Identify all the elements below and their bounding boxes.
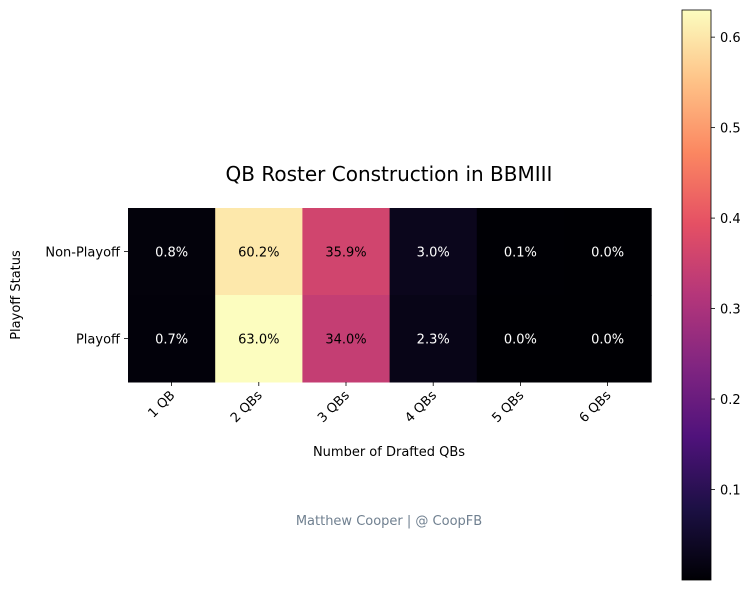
cell-value-label: 60.2% (238, 246, 279, 261)
heatmap-cell (215, 208, 303, 296)
x-tick-label: 3 QBs (315, 388, 353, 426)
x-axis-label: Number of Drafted QBs (313, 445, 465, 460)
cell-value-label: 0.7% (155, 333, 188, 348)
y-axis-ticks: Non-Playoff Playoff (45, 246, 128, 348)
x-tick-label: 1 QB (146, 388, 179, 421)
cell-value-label: 0.0% (504, 333, 537, 348)
cell-value-label: 63.0% (238, 333, 279, 348)
cell-value-label: 35.9% (325, 246, 366, 261)
heatmap-cell (302, 208, 391, 296)
cell-value-label: 34.0% (325, 333, 366, 348)
x-tick-label: 5 QBs (490, 388, 528, 426)
heatmap-cells (128, 208, 652, 383)
y-axis-label: Playoff Status (9, 250, 24, 340)
x-tick-label: 4 QBs (402, 388, 440, 426)
heatmap-cell (564, 208, 652, 296)
cell-value-label: 0.0% (591, 246, 624, 261)
heatmap-cell (215, 295, 303, 383)
colorbar-tick-label: 0.4 (720, 212, 741, 227)
y-tick-label: Playoff (76, 333, 121, 348)
heatmap-cell (476, 295, 565, 383)
y-tick-label: Non-Playoff (45, 246, 121, 261)
colorbar-ticks: 0.1 0.2 0.3 0.4 0.5 0.6 (711, 31, 741, 499)
colorbar-tick-label: 0.5 (720, 122, 741, 137)
heatmap-cell (128, 295, 216, 383)
cell-value-label: 0.0% (591, 333, 624, 348)
colorbar (681, 9, 712, 581)
credit-text: Matthew Cooper | @ CoopFB (296, 514, 482, 529)
cell-value-label: 0.1% (504, 246, 537, 261)
cell-value-label: 0.8% (155, 246, 188, 261)
cell-value-label: 2.3% (417, 333, 450, 348)
x-axis-ticks: 1 QB 2 QBs 3 QBs 4 QBs 5 QBs 6 QBs (146, 382, 615, 426)
cell-value-label: 3.0% (417, 246, 450, 261)
heatmap-cell-labels: 0.8% 60.2% 35.9% 3.0% 0.1% 0.0% 0.7% 63.0% 34.0%… (155, 246, 624, 348)
heatmap-cell (564, 295, 652, 383)
heatmap-cell (389, 208, 478, 296)
heatmap-cell (302, 295, 391, 383)
heatmap-cell (389, 295, 478, 383)
x-tick-label: 2 QBs (228, 388, 266, 426)
chart-title: QB Roster Construction in BBMIII (226, 162, 553, 186)
heatmap-cell (476, 208, 565, 296)
colorbar-tick-label: 0.3 (720, 303, 741, 318)
colorbar-tick-label: 0.2 (720, 393, 741, 408)
x-tick-label: 6 QBs (577, 388, 615, 426)
colorbar-tick-label: 0.6 (720, 31, 741, 46)
colorbar-tick-label: 0.1 (720, 484, 741, 499)
heatmap-cell (128, 208, 216, 296)
